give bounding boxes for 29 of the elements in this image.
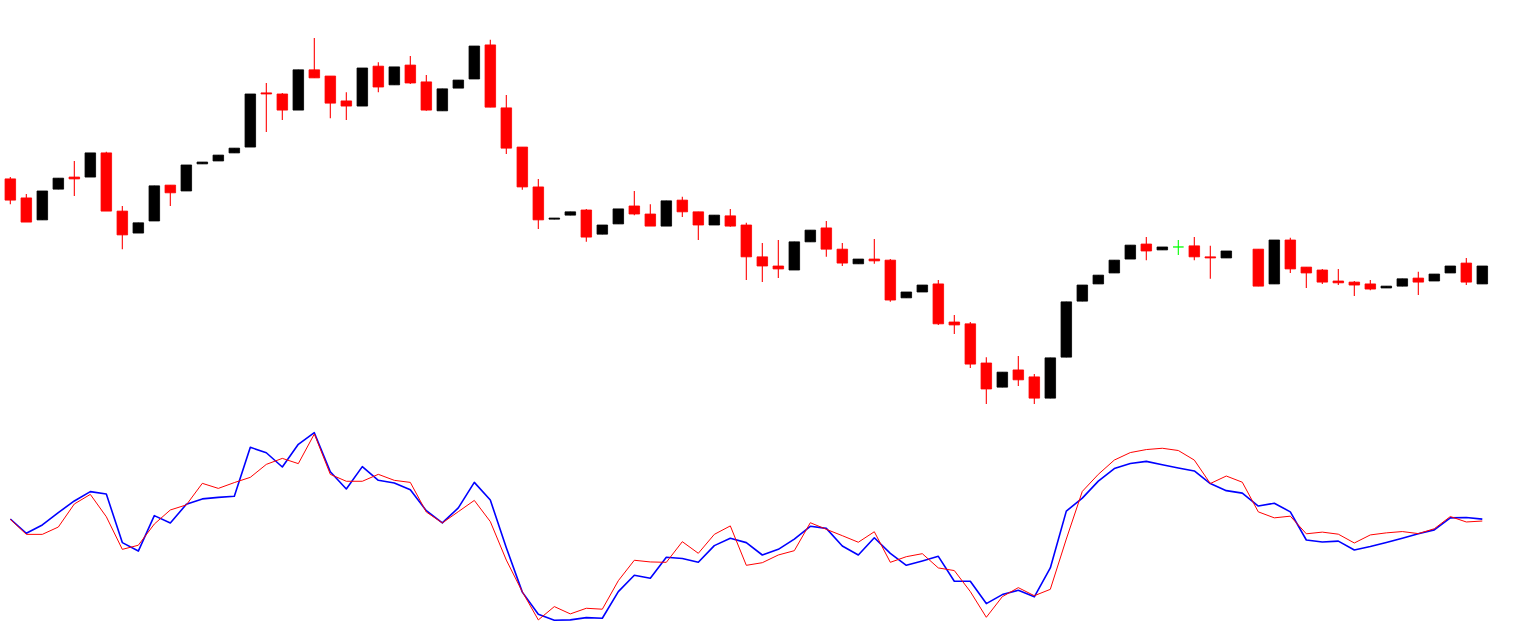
candlestick [1140,236,1152,261]
candlestick [772,239,784,279]
candlestick [404,55,416,85]
candlestick [1300,266,1312,289]
candlestick [1028,373,1040,405]
candlestick [340,91,352,121]
candlestick [1188,236,1200,261]
candlestick [4,176,16,205]
candlestick [868,238,880,265]
candlestick [260,82,272,133]
candlestick [116,205,128,250]
candlestick [276,92,288,121]
candlestick [164,184,176,207]
candlestick [372,61,384,93]
candlestick [1460,257,1472,286]
candlestick [628,190,640,216]
candlestick [1204,245,1216,280]
candlestick [756,242,768,283]
candlestick [308,37,320,79]
candlestick [68,160,80,197]
candlestick [436,88,448,112]
candlestick [676,196,688,218]
candlestick [948,314,960,335]
candlestick [644,203,656,227]
candlestick [1012,355,1024,387]
candlestick [1412,271,1424,296]
candlestick [836,242,848,267]
candlestick [820,220,832,258]
candlestick [692,211,704,241]
